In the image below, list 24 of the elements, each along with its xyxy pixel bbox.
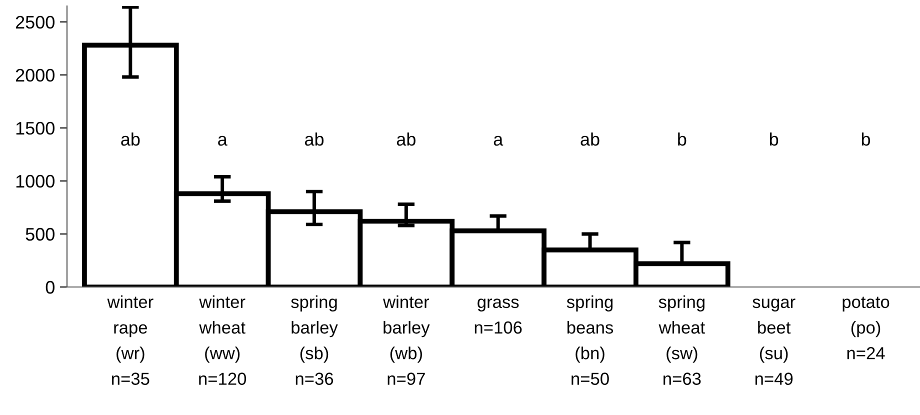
- annotation: b: [862, 132, 870, 146]
- x-tick-label: winter rape (wr) n=35: [107, 295, 154, 385]
- annotation: ab: [396, 132, 416, 146]
- annotation: a: [218, 136, 228, 146]
- x-tick-label: spring barley (sb) n=36: [291, 295, 338, 385]
- annotation: b: [770, 132, 778, 146]
- annotation: ab: [580, 132, 600, 146]
- x-tick-label: winter wheat (ww) n=120: [199, 295, 246, 385]
- y-tick-label: 0: [46, 280, 54, 294]
- y-tick-label: 500: [26, 228, 54, 241]
- x-tick-label: sugar beet (su) n=49: [752, 298, 796, 385]
- y-tick-label: 1000: [16, 174, 54, 188]
- annotation: ab: [121, 132, 140, 146]
- annotation: ab: [304, 132, 324, 146]
- y-tick-label: 1500: [16, 122, 54, 135]
- y-tick-label: 2500: [16, 16, 54, 29]
- x-tick-label: potato (po) n=24: [842, 296, 890, 360]
- y-tick-label: 2000: [16, 68, 54, 82]
- annotation: a: [494, 136, 504, 146]
- annotation: b: [678, 132, 686, 146]
- x-tick-label: grass n=106: [474, 298, 522, 334]
- x-tick-label: spring wheat (sw) n=63: [658, 295, 705, 385]
- x-tick-label: spring beans (bn) n=50: [566, 295, 614, 385]
- x-tick-label: winter barley (wb) n=97: [383, 295, 430, 385]
